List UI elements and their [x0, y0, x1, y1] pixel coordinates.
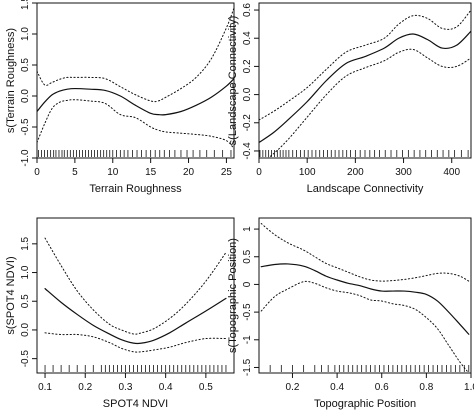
panel-2-y-tick-label: 0.6	[242, 3, 253, 17]
panel-2-x-tick-label: 400	[443, 167, 460, 178]
panel-3-x-tick-label: 0.3	[118, 382, 132, 393]
panel-2-upper-line	[259, 9, 471, 121]
panel-4-x-axis-label: Topographic Position	[314, 398, 416, 410]
panel-4-x-tick-label: 0.2	[286, 382, 300, 393]
panel-1-y-tick-label: 1.5	[20, 0, 31, 10]
panel-1-fit-line	[37, 78, 234, 116]
panel-3-y-tick-label: 0.0	[20, 323, 31, 337]
panel-3-fit-line	[44, 288, 227, 345]
panel-3-frame	[36, 217, 235, 374]
panel-2-x-tick-label: 0	[256, 167, 262, 178]
panel-1-upper-line	[37, 7, 234, 103]
panel-4-y-tick-label: -1.5	[242, 358, 253, 376]
panel-4-x-tick-label: 0.4	[330, 382, 344, 393]
panel-4: 0.2 0.4 0.6 0.8 1.0 -1.5 -1 -0.5 0 0.5 1 Topographi…	[227, 217, 474, 410]
panel-2-y-tick-label: -0.2	[242, 114, 253, 132]
panel-1-y-tick-label: 1.0	[20, 27, 31, 41]
panel-3-y-tick-label: 1.5	[20, 236, 31, 250]
panel-4-fit-line	[260, 263, 470, 335]
panel-2: 0 100 200 300 400 -0.4 -0.2 0.0 0.2 0.4 0.6 Landsca…	[227, 2, 472, 195]
panel-4-lower-line	[260, 280, 470, 373]
panel-4-y-tick-label: 1	[242, 226, 253, 232]
panel-2-y-tick-label: 0.0	[242, 87, 253, 101]
panel-1-y-tick-label: -1.0	[20, 149, 31, 167]
panel-2-x-tick-label: 200	[347, 167, 364, 178]
panel-3: 0.1 0.2 0.3 0.4 0.5 -0.5 0.0 0.5 1.0 1.5 SPOT4 NDV…	[5, 217, 235, 410]
panel-2-x-tick-label: 300	[395, 167, 412, 178]
panel-4-y-tick-label: 0.5	[242, 249, 253, 263]
panel-2-x-axis-label: Landscape Connectivity	[307, 183, 424, 195]
panel-1-x-tick-label: 10	[107, 167, 119, 178]
panel-1: 0 5 10 15 20 25 -1.0 -0.5 0.0 0.5 1.0 1.5 Terrain Ro…	[5, 0, 235, 195]
panel-1-x-tick-label: 0	[34, 167, 40, 178]
panel-3-y-tick-label: -0.5	[20, 350, 31, 368]
panel-4-x-tick-label: 0.8	[419, 382, 433, 393]
panel-4-x-tick-label: 0.6	[375, 382, 389, 393]
panel-1-x-axis-label: Terrain Roughness	[89, 183, 182, 195]
panel-3-x-tick-label: 0.2	[78, 382, 92, 393]
panel-1-y-tick-label: 0.0	[20, 89, 31, 103]
panel-1-y-axis-label: s(Terrain Roughness)	[5, 28, 17, 133]
panel-1-y-tick-label: 0.5	[20, 58, 31, 72]
panel-3-y-axis-label: s(SPOT4 NDVI)	[5, 256, 17, 334]
panel-2-fit-line	[259, 30, 471, 144]
panel-2-y-tick-label: 0.4	[242, 31, 253, 45]
panel-1-x-tick-label: 15	[145, 167, 157, 178]
panel-3-y-tick-label: 0.5	[20, 294, 31, 308]
panel-4-frame	[258, 217, 472, 374]
panel-1-lower-line	[37, 99, 234, 150]
panel-4-y-tick-label: -0.5	[242, 303, 253, 321]
panel-2-y-axis-label: s(Landscape Connectivity)	[227, 16, 239, 146]
panel-2-y-tick-label: 0.2	[242, 59, 253, 73]
panel-1-x-tick-label: 5	[72, 167, 78, 178]
panel-1-x-tick-label: 25	[221, 167, 233, 178]
panel-3-upper-line	[44, 237, 227, 335]
panel-3-x-tick-label: 0.1	[38, 382, 52, 393]
panel-2-frame	[258, 2, 472, 159]
panel-2-lower-line	[267, 48, 471, 158]
panel-2-x-tick-label: 100	[299, 167, 316, 178]
panel-4-y-tick-label: -1	[242, 335, 253, 344]
panel-3-y-tick-label: 1.0	[20, 265, 31, 279]
panel-4-y-axis-label: s(Topographic Position)	[227, 238, 239, 353]
panel-3-x-axis-label: SPOT4 NDVI	[103, 398, 168, 410]
panel-3-x-tick-label: 0.4	[159, 382, 173, 393]
panel-4-y-tick-label: 0	[242, 281, 253, 287]
panel-3-lower-line	[44, 332, 227, 353]
panel-4-x-tick-label: 1.0	[464, 382, 474, 393]
panel-3-x-tick-label: 0.5	[199, 382, 213, 393]
panel-1-x-tick-label: 20	[183, 167, 195, 178]
panel-4-upper-line	[260, 223, 470, 282]
panel-1-y-tick-label: -0.5	[20, 118, 31, 136]
panel-1-frame	[36, 2, 235, 159]
panel-2-y-tick-label: -0.4	[242, 142, 253, 160]
